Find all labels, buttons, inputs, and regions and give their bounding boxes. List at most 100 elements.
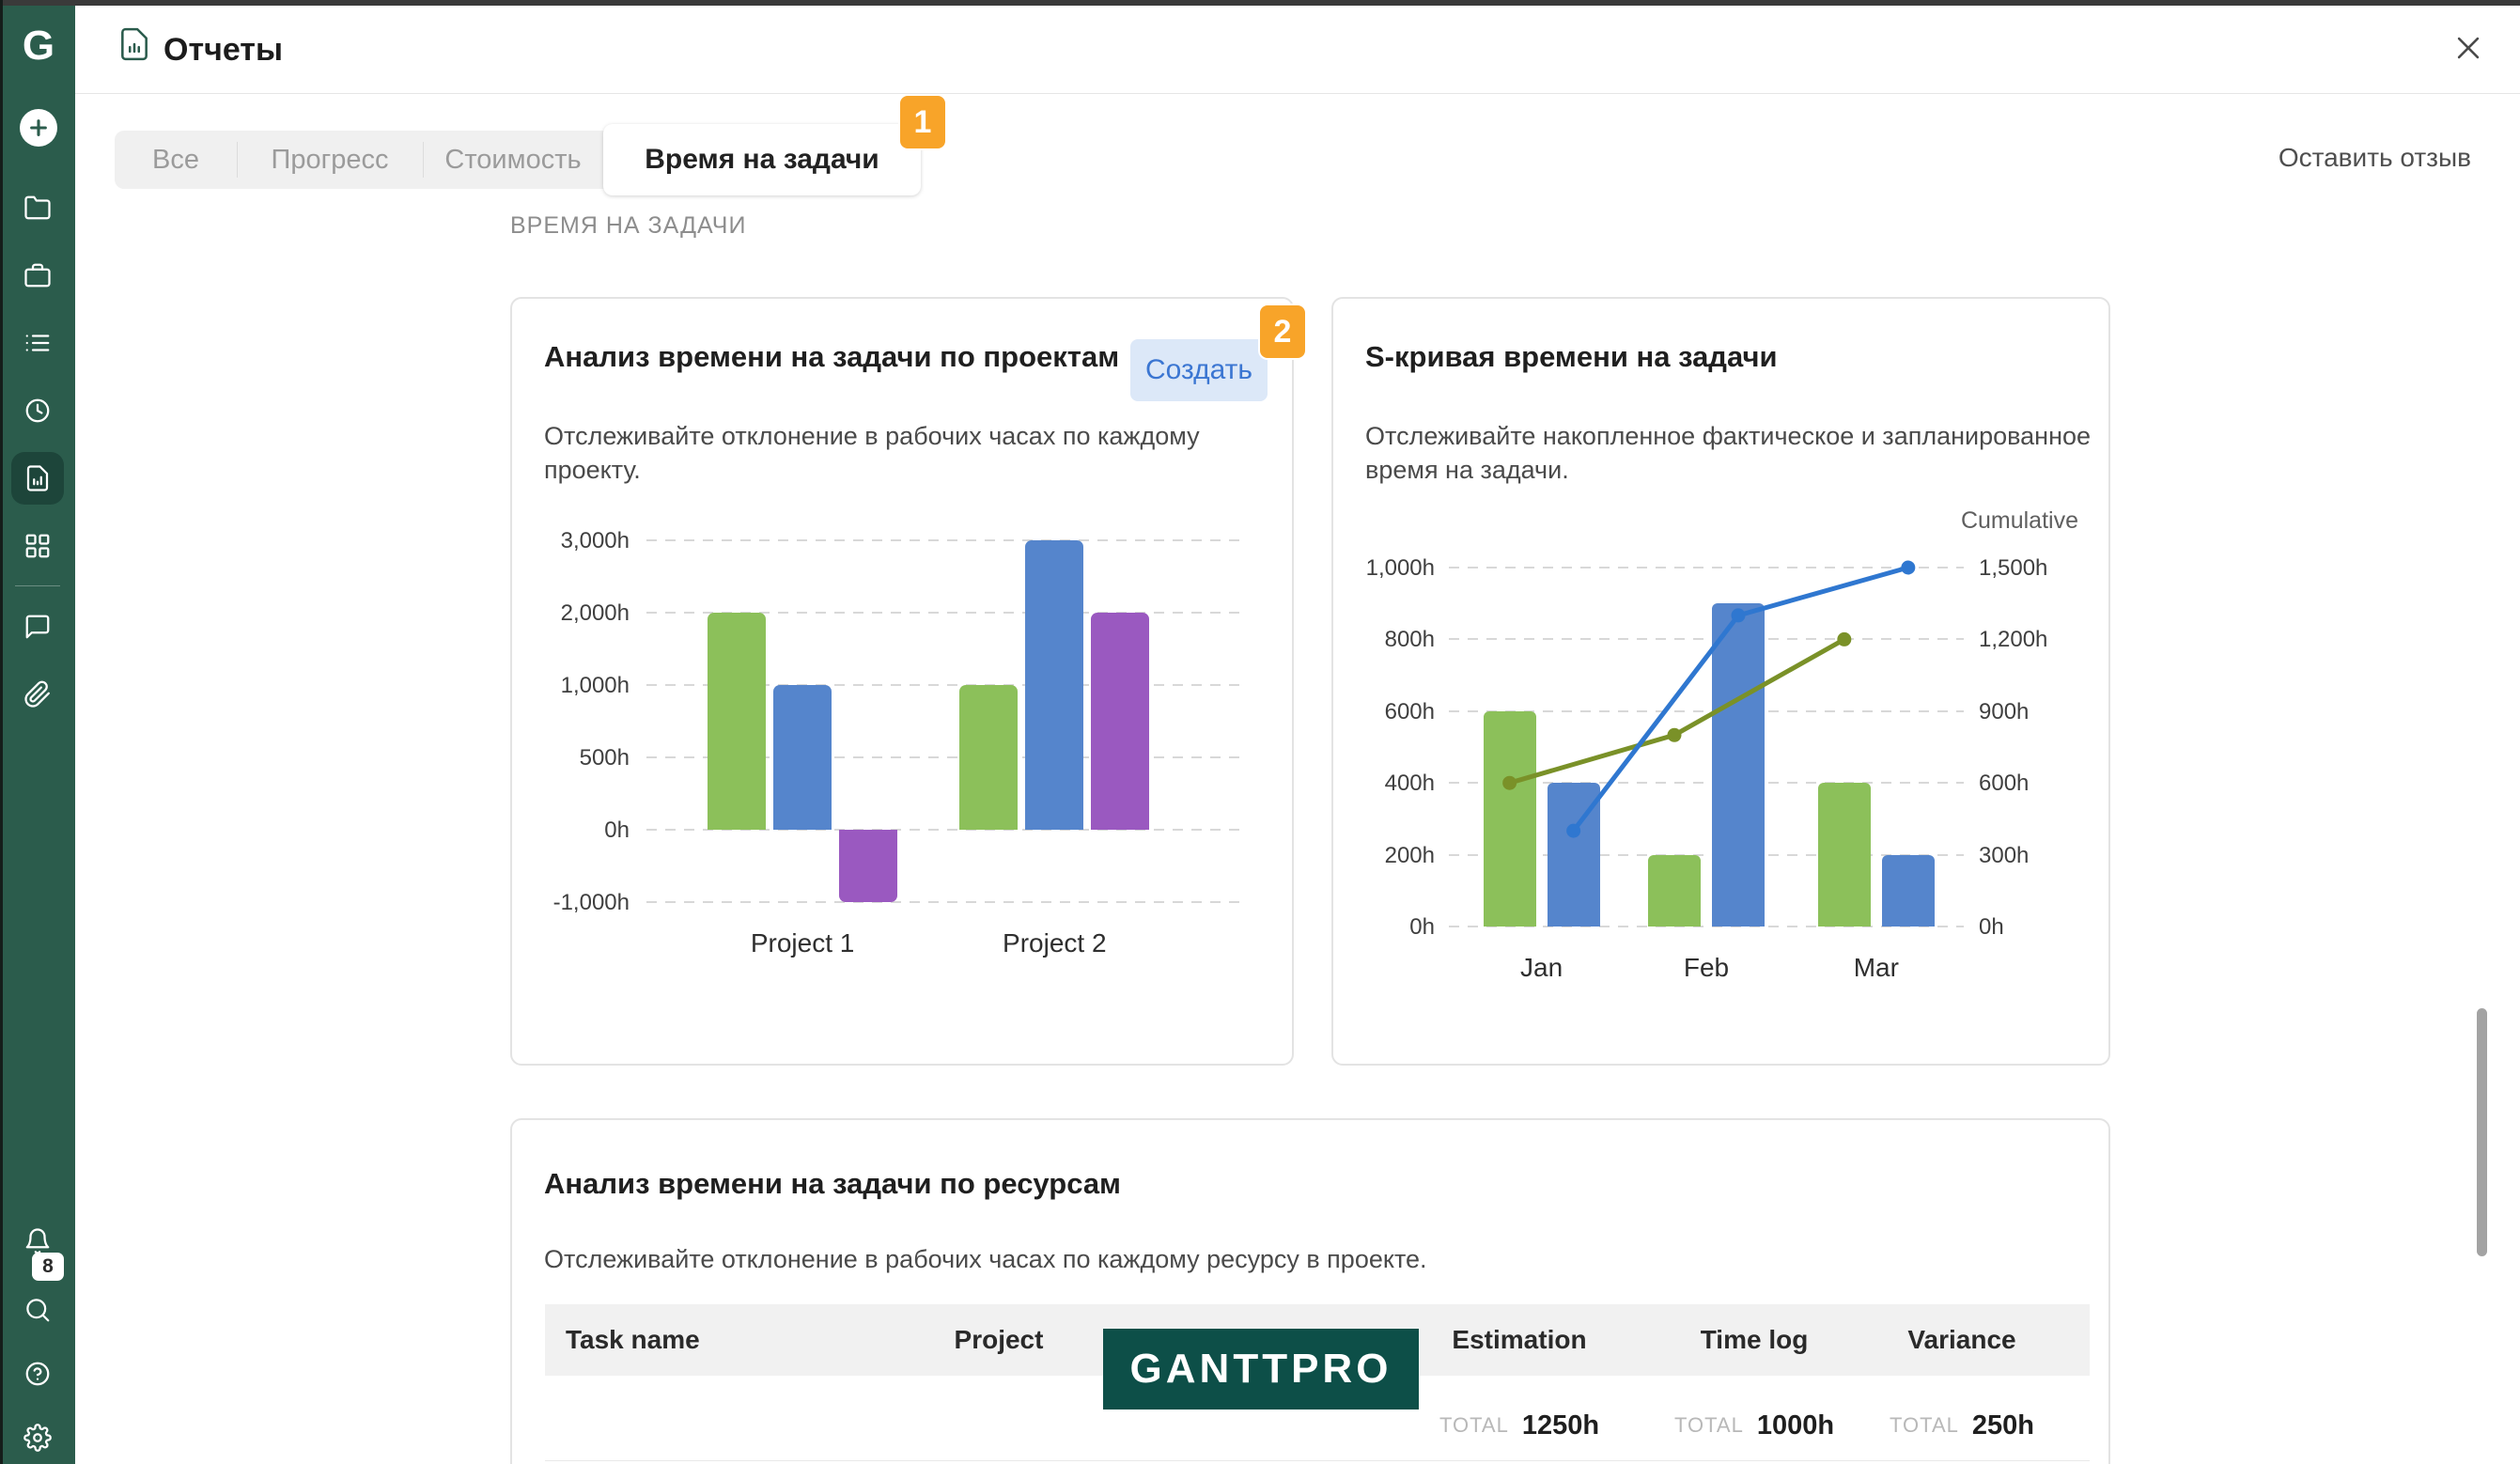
bar-planned-hours [1817, 783, 1871, 927]
projects-folder-icon[interactable] [23, 194, 52, 222]
right-axis-labels: 1,500h 1,200h 900h 600h 300h 0h [1979, 555, 2101, 940]
bar-actual-hours [1712, 603, 1765, 927]
gridline [646, 684, 1242, 686]
right-axis-legend: Cumulative [1960, 507, 2078, 534]
tab-cost[interactable]: Стоимость [444, 144, 582, 175]
right-tick-label: 1,500h [1979, 555, 2048, 581]
vertical-scrollbar[interactable] [2477, 1008, 2487, 1256]
bar-estimation [959, 685, 1019, 830]
step-badge-2: 2 [1258, 304, 1307, 360]
window-left-border [0, 0, 3, 1464]
cumulative-lines [1502, 560, 1916, 838]
y-tick-label: 2,000h [560, 600, 630, 626]
notifications-bell-icon[interactable] [23, 1227, 52, 1255]
card-title: S-кривая времени на задачи [1365, 340, 1778, 373]
left-tick-label: 1,000h [1365, 555, 1435, 581]
tab-separator [237, 142, 238, 178]
right-tick-label: 600h [1979, 771, 2030, 797]
x-tick-label: Project 1 [750, 928, 855, 958]
col-time-log: Time log [1700, 1325, 1809, 1354]
gridline [1449, 638, 1964, 641]
gridline [646, 539, 1242, 541]
search-icon[interactable] [23, 1296, 52, 1324]
settings-gear-icon[interactable] [23, 1424, 52, 1452]
card-title: Анализ времени на задачи по проектам [544, 340, 1120, 373]
gridline [1449, 853, 1964, 856]
total-variance: TOTAL 250h [1890, 1409, 2034, 1441]
card-description: Отслеживайте отклонение в рабочих часах … [544, 422, 1200, 485]
apps-grid-icon[interactable] [23, 532, 52, 560]
card-title: Анализ времени на задачи по ресурсам [544, 1167, 1121, 1200]
total-time-log: TOTAL 1000h [1673, 1409, 1835, 1441]
tab-separator [423, 142, 424, 178]
ganttpro-watermark: GANTTPRO [1103, 1329, 1419, 1409]
portfolio-briefcase-icon[interactable] [23, 261, 52, 289]
gridline [1449, 567, 1964, 568]
gridline [646, 756, 1242, 758]
right-tick-label: 0h [1979, 914, 2004, 940]
add-button[interactable] [20, 109, 57, 147]
left-tick-label: 0h [1409, 914, 1435, 940]
y-axis-labels: 3,000h 2,000h 1,000h 500h 0h -1,000h [512, 528, 630, 915]
tab-progress[interactable]: Прогресс [271, 144, 389, 175]
line-point [1901, 560, 1916, 575]
ganttpro-logo: G [22, 23, 54, 69]
help-icon[interactable] [23, 1360, 52, 1388]
variance-bar-chart [646, 539, 1242, 903]
sidebar-divider [15, 585, 60, 586]
card-description: Отслеживайте отклонение в рабочих часах … [544, 1245, 1427, 1273]
left-tick-label: 800h [1384, 627, 1435, 653]
tab-time-on-tasks[interactable]: Время на задачи [603, 124, 921, 195]
col-project: Project [954, 1325, 1044, 1354]
y-tick-label: 0h [604, 818, 630, 843]
gridline [646, 829, 1242, 831]
create-report-button[interactable]: Создать [1130, 339, 1268, 401]
right-tick-label: 900h [1979, 698, 2030, 724]
gridline [646, 901, 1242, 903]
comments-chat-icon[interactable] [23, 613, 52, 641]
plus-icon [30, 119, 47, 136]
sidebar: G 8 [0, 6, 75, 1464]
s-curve-chart [1449, 560, 1964, 927]
col-task-name: Task name [566, 1325, 700, 1354]
y-tick-label: 1,000h [560, 673, 630, 698]
bar-actual-hours [1881, 854, 1935, 927]
y-tick-label: 500h [579, 745, 630, 771]
total-estimation: TOTAL 1250h [1439, 1409, 1600, 1441]
tab-all[interactable]: Все [152, 144, 199, 175]
col-estimation: Estimation [1452, 1325, 1587, 1354]
card-time-by-project: Анализ времени на задачи по проектам Соз… [510, 297, 1307, 1066]
gridline [1449, 782, 1964, 785]
card-s-curve: S-кривая времени на задачи Отслеживайте … [1331, 297, 2110, 1066]
left-tick-label: 400h [1384, 771, 1435, 797]
line-point [1667, 727, 1682, 742]
step-badge-1: 1 [898, 94, 947, 150]
close-icon[interactable] [2452, 32, 2484, 64]
attachments-paperclip-icon[interactable] [23, 680, 52, 709]
task-list-icon[interactable] [23, 329, 52, 357]
x-tick-label: Mar [1853, 953, 1899, 982]
time-log-clock-icon[interactable] [23, 397, 52, 425]
bar-time-log [773, 685, 832, 830]
right-tick-label: 300h [1979, 842, 2030, 868]
bar-planned-hours [1483, 710, 1536, 927]
page-header: Отчеты [75, 6, 2520, 94]
page-title: Отчеты [163, 32, 283, 68]
active-item-highlight [11, 452, 64, 505]
line-planned-cumulative [1507, 636, 1847, 786]
left-tick-label: 600h [1384, 698, 1435, 724]
leave-feedback-link[interactable]: Оставить отзыв [2278, 143, 2471, 172]
gridline [646, 612, 1242, 614]
report-document-icon [121, 27, 148, 61]
bar-variance [839, 830, 898, 902]
col-variance: Variance [1907, 1325, 2016, 1354]
bar-variance [1091, 613, 1150, 830]
gridline [1449, 926, 1964, 927]
left-tick-label: 200h [1384, 842, 1435, 868]
reports-document-icon[interactable] [23, 464, 52, 492]
bar-estimation [708, 613, 767, 830]
y-tick-label: -1,000h [552, 890, 630, 915]
left-axis-labels: 1,000h 800h 600h 400h 200h 0h [1333, 555, 1435, 940]
card-time-by-resource: Анализ времени на задачи по ресурсам Отс… [510, 1118, 2110, 1464]
